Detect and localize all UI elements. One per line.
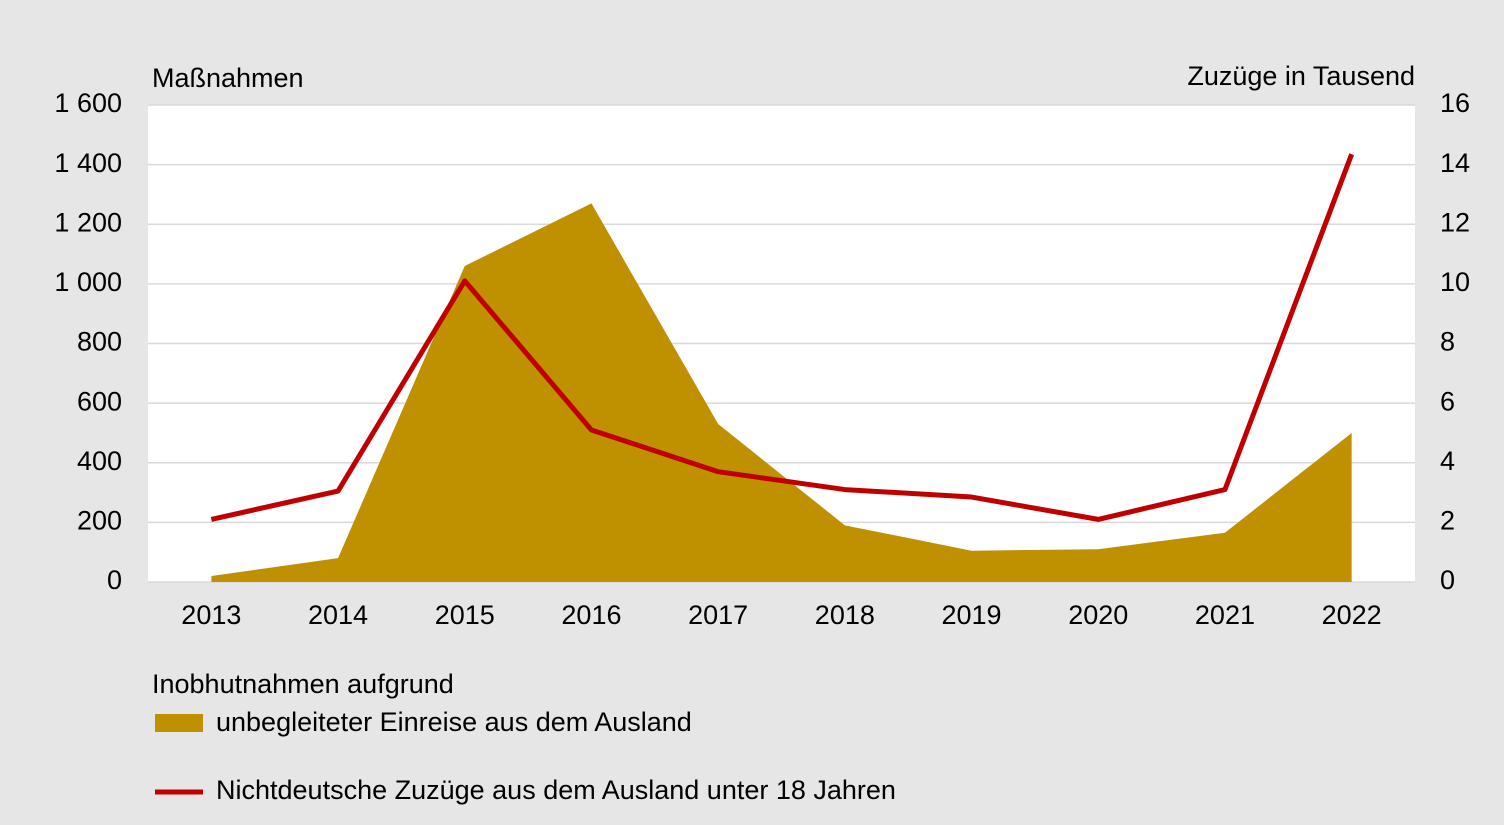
x-tick-label: 2013 xyxy=(181,600,241,630)
y-tick-label: 0 xyxy=(107,565,122,595)
y2-tick-label: 0 xyxy=(1440,565,1455,595)
legend-label: Nichtdeutsche Zuzüge aus dem Ausland unt… xyxy=(216,775,896,805)
area xyxy=(211,203,1352,582)
y2-tick-label: 14 xyxy=(1440,148,1470,178)
x-tick-label: 2020 xyxy=(1068,600,1128,630)
x-tick-label: 2016 xyxy=(561,600,621,630)
y-tick-label: 1 200 xyxy=(54,207,122,237)
x-tick-label: 2014 xyxy=(308,600,368,630)
legend-label: unbegleiteter Einreise aus dem Ausland xyxy=(216,707,692,737)
y2-tick-label: 16 xyxy=(1440,88,1470,118)
y2-tick-label: 2 xyxy=(1440,506,1455,536)
y-tick-label: 800 xyxy=(77,327,122,357)
x-tick-label: 2015 xyxy=(435,600,495,630)
y2-tick-label: 12 xyxy=(1440,207,1470,237)
y-tick-label: 1 000 xyxy=(54,267,122,297)
y2-tick-label: 8 xyxy=(1440,327,1455,357)
x-tick-label: 2021 xyxy=(1195,600,1255,630)
y-tick-label: 400 xyxy=(77,446,122,476)
y-tick-label: 200 xyxy=(77,506,122,536)
y-tick-label: 1 400 xyxy=(54,148,122,178)
x-tick-label: 2018 xyxy=(815,600,875,630)
x-tick-label: 2017 xyxy=(688,600,748,630)
x-tick-label: 2022 xyxy=(1322,600,1382,630)
y-tick-label: 1 600 xyxy=(54,88,122,118)
y-axis-title: Maßnahmen xyxy=(152,63,304,93)
y2-tick-label: 10 xyxy=(1440,267,1470,297)
y2-axis-title: Zuzüge in Tausend xyxy=(1187,61,1415,91)
y-tick-label: 600 xyxy=(77,386,122,416)
line xyxy=(210,153,1354,522)
x-tick-label: 2019 xyxy=(942,600,1002,630)
legend-swatch xyxy=(155,714,203,732)
y2-tick-label: 4 xyxy=(1440,446,1455,476)
y2-tick-label: 6 xyxy=(1440,386,1455,416)
legend-title: Inobhutnahmen aufgrund xyxy=(152,669,454,699)
